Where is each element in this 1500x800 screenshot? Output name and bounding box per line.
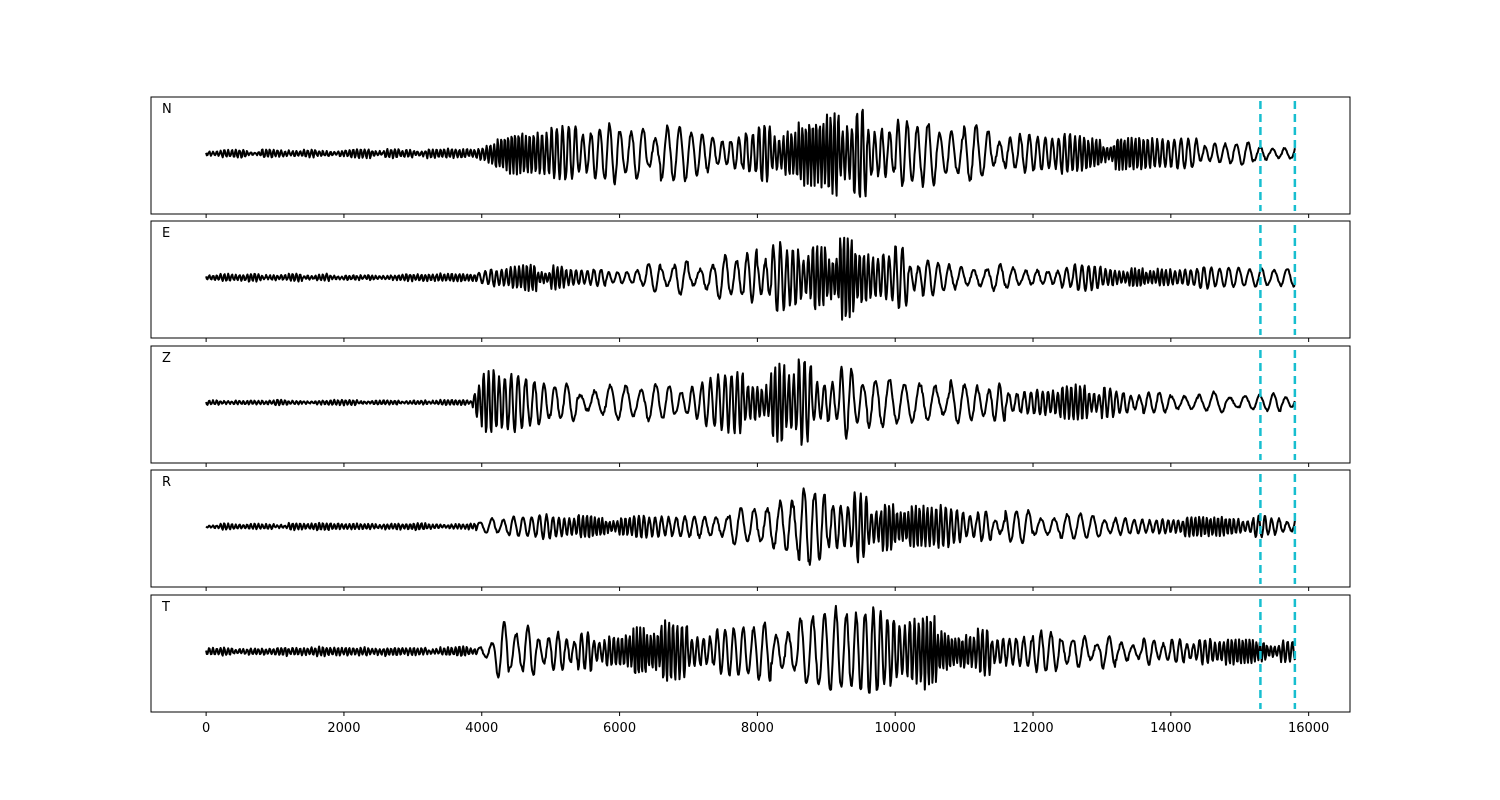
trace-E [205, 236, 1296, 321]
trace-Z [205, 358, 1296, 446]
x-tick-label-16000: 16000 [1288, 721, 1329, 736]
panel-label-N: N [162, 102, 172, 117]
x-tick-label-2000: 2000 [327, 721, 360, 736]
x-tick-label-0: 0 [202, 721, 210, 736]
axes-frame-Z [150, 345, 1351, 464]
axes-frame-R [150, 469, 1351, 588]
panel-label-R: R [162, 475, 171, 490]
axes-frame-E [150, 220, 1351, 339]
x-tick-label-12000: 12000 [1012, 721, 1053, 736]
trace-T [205, 604, 1296, 694]
panel-label-T: T [161, 600, 170, 615]
x-tick-label-14000: 14000 [1150, 721, 1191, 736]
axes-frame-T [150, 594, 1351, 713]
x-tick-label-8000: 8000 [741, 721, 774, 736]
axes-frame-N [150, 96, 1351, 215]
x-tick-label-10000: 10000 [875, 721, 916, 736]
x-tick-label-4000: 4000 [465, 721, 498, 736]
panel-label-E: E [162, 226, 170, 241]
x-tick-label-6000: 6000 [603, 721, 636, 736]
trace-R [205, 487, 1296, 566]
trace-N [205, 108, 1296, 198]
panel-label-Z: Z [162, 351, 171, 366]
